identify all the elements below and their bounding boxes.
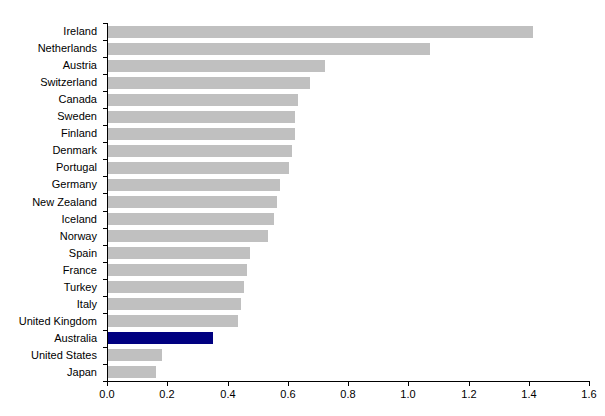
y-axis-tick: [103, 176, 107, 177]
y-axis-tick: [103, 74, 107, 75]
bar: [108, 247, 250, 259]
x-axis-tick: [469, 382, 470, 386]
bar: [108, 145, 292, 157]
category-label: Finland: [0, 128, 97, 139]
x-axis-tick: [288, 382, 289, 386]
category-label: United Kingdom: [0, 316, 97, 327]
bar: [108, 77, 310, 89]
category-label: Germany: [0, 179, 97, 190]
x-axis-tick: [589, 382, 590, 386]
x-axis-tick: [107, 382, 108, 386]
y-axis-tick: [103, 23, 107, 24]
category-label: Portugal: [0, 162, 97, 173]
category-label: Switzerland: [0, 77, 97, 88]
y-axis-tick: [103, 211, 107, 212]
y-axis-tick: [103, 279, 107, 280]
y-axis-tick: [103, 228, 107, 229]
x-tick-label: 0.4: [208, 389, 248, 400]
y-axis-tick: [103, 91, 107, 92]
y-axis-tick: [103, 125, 107, 126]
x-tick-label: 0.0: [87, 389, 127, 400]
bar: [108, 213, 274, 225]
category-label: Ireland: [0, 26, 97, 37]
bar: [108, 26, 533, 38]
category-label: Japan: [0, 367, 97, 378]
category-label: New Zealand: [0, 197, 97, 208]
bar: [108, 366, 156, 378]
y-axis-tick: [103, 40, 107, 41]
category-label: Canada: [0, 94, 97, 105]
category-label: Turkey: [0, 282, 97, 293]
x-tick-label: 0.8: [328, 389, 368, 400]
bar: [108, 94, 298, 106]
bar: [108, 179, 280, 191]
bar: [108, 298, 241, 310]
bar: [108, 196, 277, 208]
bar-highlighted: [108, 332, 213, 344]
plot-area: [107, 23, 590, 382]
y-axis-tick: [103, 364, 107, 365]
y-axis-tick: [103, 193, 107, 194]
category-label: Australia: [0, 333, 97, 344]
x-tick-label: 1.4: [509, 389, 549, 400]
y-axis-tick: [103, 159, 107, 160]
x-axis-tick: [408, 382, 409, 386]
category-label: Austria: [0, 60, 97, 71]
bar: [108, 264, 247, 276]
y-axis-tick: [103, 313, 107, 314]
bar: [108, 60, 325, 72]
category-label: Sweden: [0, 111, 97, 122]
x-tick-label: 1.6: [569, 389, 605, 400]
y-axis-tick: [103, 57, 107, 58]
category-label: France: [0, 265, 97, 276]
category-label: Spain: [0, 248, 97, 259]
category-label: Denmark: [0, 145, 97, 156]
y-axis-tick: [103, 262, 107, 263]
y-axis-tick: [103, 142, 107, 143]
bar: [108, 128, 295, 140]
bar-chart: Ireland Netherlands Austria Switzerland Cana…: [0, 0, 605, 416]
x-axis-tick: [167, 382, 168, 386]
bar: [108, 349, 162, 361]
category-label: Iceland: [0, 214, 97, 225]
x-axis-tick: [348, 382, 349, 386]
bar: [108, 43, 430, 55]
x-tick-label: 0.6: [268, 389, 308, 400]
bar: [108, 162, 289, 174]
y-axis-tick: [103, 245, 107, 246]
x-axis-tick: [529, 382, 530, 386]
x-tick-label: 1.2: [449, 389, 489, 400]
bar: [108, 315, 238, 327]
bar: [108, 230, 268, 242]
bar: [108, 281, 244, 293]
category-label: Italy: [0, 299, 97, 310]
y-axis-tick: [103, 296, 107, 297]
category-label: Netherlands: [0, 43, 97, 54]
y-axis-tick: [103, 330, 107, 331]
y-axis-tick: [103, 347, 107, 348]
x-axis-tick: [228, 382, 229, 386]
category-label: Norway: [0, 231, 97, 242]
x-tick-label: 0.2: [147, 389, 187, 400]
category-label: United States: [0, 350, 97, 361]
x-tick-label: 1.0: [388, 389, 428, 400]
y-axis-tick: [103, 108, 107, 109]
bar: [108, 111, 295, 123]
